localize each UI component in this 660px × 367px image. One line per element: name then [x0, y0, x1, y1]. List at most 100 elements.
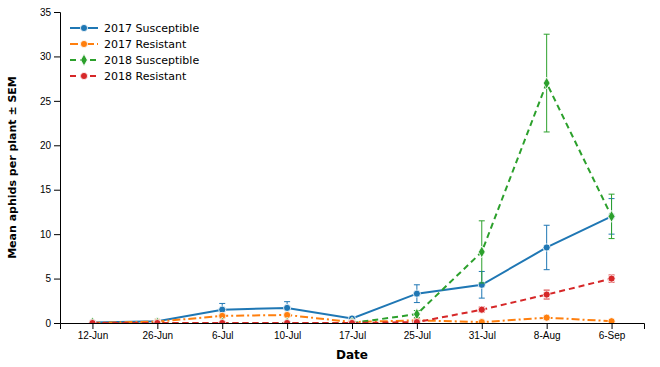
- marker: [608, 210, 615, 222]
- marker: [154, 317, 161, 323]
- legend-item: 2018 Susceptible: [70, 54, 199, 67]
- y-axis: 0 5 10 15 20 25 30 35: [40, 7, 61, 329]
- marker: [89, 317, 96, 323]
- marker: [478, 246, 485, 258]
- tick-label: 15: [40, 184, 52, 195]
- marker: [413, 319, 420, 323]
- series-line: [92, 216, 611, 322]
- tick-mark: [482, 323, 483, 329]
- tick-label: 26-Jun: [143, 330, 174, 341]
- x-tick: 31-Jul: [469, 323, 496, 341]
- y-tick: 35: [40, 7, 60, 18]
- series: [89, 199, 615, 323]
- x-axis: 12-Jun 26-Jun 6-Jul 10-Jul 17-Jul 25-Jul 31-Ju…: [61, 323, 645, 341]
- marker: [284, 304, 291, 311]
- legend-item: 2017 Susceptible: [70, 22, 199, 35]
- marker: [348, 319, 355, 323]
- y-tick: 15: [40, 184, 60, 195]
- marker: [608, 318, 615, 323]
- marker: [89, 319, 96, 323]
- tick-label: 6-Jul: [212, 330, 234, 341]
- error-bar: [609, 194, 615, 238]
- tick-label: 31-Jul: [469, 330, 496, 341]
- marker: [349, 317, 356, 323]
- tick-label: 12-Jun: [78, 330, 109, 341]
- tick-label: 5: [45, 273, 51, 284]
- tick-label: 6-Sep: [599, 330, 626, 341]
- series: [89, 275, 615, 323]
- error-bar: [544, 225, 550, 269]
- legend-label: 2017 Susceptible: [104, 22, 199, 35]
- marker: [608, 275, 615, 282]
- series-line: [92, 83, 611, 323]
- x-tick: 26-Jun: [143, 323, 174, 341]
- error-bar: [544, 290, 550, 299]
- series-line: [92, 279, 611, 323]
- legend-item: 2018 Resistant: [70, 70, 187, 83]
- x-axis-title: Date: [336, 348, 368, 362]
- error-bar: [414, 285, 420, 303]
- marker: [89, 319, 96, 323]
- tick-mark: [547, 323, 548, 329]
- tick-mark: [92, 323, 93, 329]
- error-bar: [479, 221, 485, 283]
- legend-swatch-marker: [81, 54, 88, 66]
- tick-mark: [54, 234, 60, 235]
- tick-label: 25: [40, 96, 52, 107]
- marker: [284, 317, 291, 323]
- legend-label: 2018 Susceptible: [104, 54, 199, 67]
- tick-label: 25-Jul: [404, 330, 431, 341]
- error-bar: [544, 34, 550, 132]
- axis-line: [61, 324, 645, 330]
- marker: [543, 77, 550, 89]
- legend-label: 2018 Resistant: [104, 70, 187, 83]
- tick-mark: [54, 323, 60, 324]
- y-tick: 30: [40, 51, 60, 62]
- plot-area: 12-Jun 26-Jun 6-Jul 10-Jul 17-Jul 25-Jul 31-Ju…: [40, 7, 645, 341]
- marker: [219, 319, 226, 323]
- tick-mark: [352, 323, 353, 329]
- tick-label: 20: [40, 140, 52, 151]
- tick-label: 35: [40, 7, 52, 18]
- tick-mark: [54, 279, 60, 280]
- tick-mark: [54, 145, 60, 146]
- marker: [478, 306, 485, 313]
- tick-mark: [417, 323, 418, 329]
- y-tick: 5: [45, 273, 60, 284]
- marker: [543, 244, 550, 251]
- tick-label: 8-Aug: [534, 330, 561, 341]
- marker: [89, 319, 96, 323]
- marker: [348, 319, 355, 323]
- marker: [219, 317, 226, 323]
- y-axis-title: Mean aphids per plant ± SEM: [6, 76, 19, 259]
- tick-mark: [287, 323, 288, 329]
- tick-mark: [54, 12, 60, 13]
- x-tick: 10-Jul: [274, 323, 301, 341]
- tick-mark: [157, 323, 158, 329]
- x-tick: 6-Jul: [212, 323, 234, 341]
- error-bar: [479, 307, 485, 312]
- marker: [543, 291, 550, 298]
- y-tick: 10: [40, 229, 60, 240]
- tick-label: 30: [40, 51, 52, 62]
- axis-line: [54, 13, 61, 324]
- legend-swatch-marker: [80, 24, 87, 31]
- legend-swatch-marker: [80, 40, 87, 47]
- tick-label: 10-Jul: [274, 330, 301, 341]
- chart: 12-Jun 26-Jun 6-Jul 10-Jul 17-Jul 25-Jul 31-Ju…: [0, 0, 660, 367]
- error-bar: [609, 275, 615, 282]
- legend-swatch-marker: [80, 72, 87, 79]
- x-tick: 6-Sep: [599, 323, 626, 341]
- legend-item: 2017 Resistant: [70, 38, 187, 51]
- y-tick: 20: [40, 140, 60, 151]
- marker: [284, 319, 291, 323]
- series: [89, 34, 615, 323]
- tick-mark: [54, 190, 60, 191]
- tick-mark: [612, 323, 613, 329]
- tick-label: 0: [45, 318, 51, 329]
- marks: [89, 34, 615, 323]
- marker: [543, 314, 550, 321]
- marker: [413, 290, 420, 297]
- tick-label: 17-Jul: [339, 330, 366, 341]
- legend: 2017 Susceptible 2017 Resistant 2018 Susce…: [70, 22, 199, 83]
